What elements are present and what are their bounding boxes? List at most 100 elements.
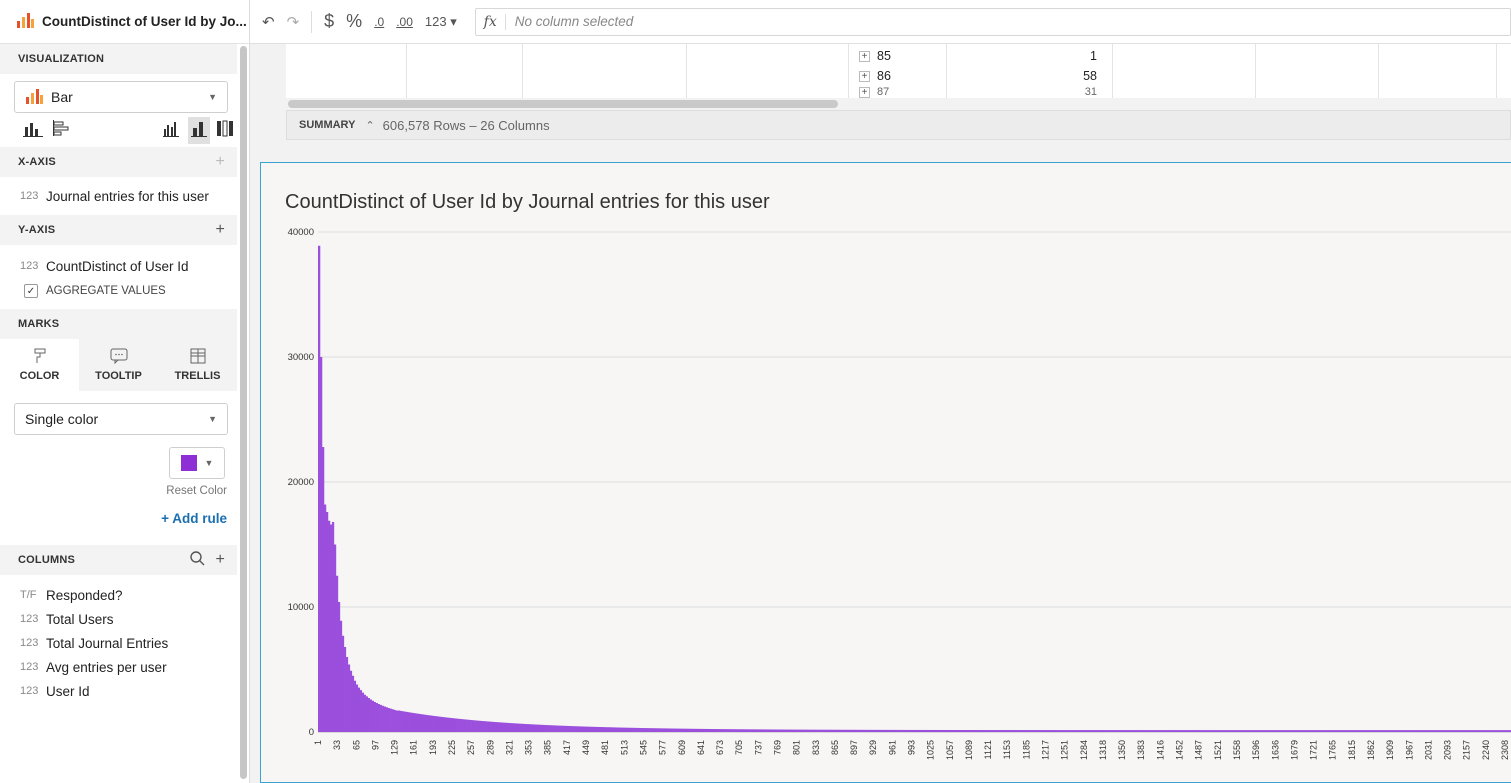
summary-bar[interactable]: SUMMARY ⌃ 606,578 Rows – 26 Columns xyxy=(286,110,1511,140)
bar xyxy=(739,729,742,732)
x-tick-label: 929 xyxy=(868,740,878,755)
bar xyxy=(1481,730,1484,732)
stacked-100-bar-icon[interactable] xyxy=(216,119,234,142)
bar xyxy=(443,717,446,732)
tab-color[interactable]: COLOR xyxy=(0,339,79,391)
bar xyxy=(1503,730,1506,732)
speech-bubble-icon xyxy=(110,348,128,365)
add-rule-link[interactable]: + Add rule xyxy=(161,511,227,526)
bar xyxy=(1216,730,1220,732)
visualization-section: VISUALIZATION xyxy=(0,44,237,74)
redo-icon[interactable]: ↷ xyxy=(286,13,300,31)
bar xyxy=(1254,730,1257,732)
reset-color-link[interactable]: Reset Color xyxy=(166,485,227,497)
formula-input[interactable]: No column selected xyxy=(514,14,634,29)
xaxis-field[interactable]: 123 Journal entries for this user xyxy=(0,177,237,215)
aggregate-values-option[interactable]: ✓ AGGREGATE VALUES xyxy=(0,283,237,299)
grouped-bar-icon[interactable] xyxy=(162,119,180,142)
x-tick-label: 65 xyxy=(351,740,361,750)
table-row[interactable]: + 87 31 xyxy=(850,86,1110,98)
chart-type-select[interactable]: Bar ▼ xyxy=(14,81,228,113)
bar xyxy=(441,716,444,732)
bar xyxy=(765,729,768,732)
bar xyxy=(1055,730,1058,732)
bar xyxy=(1135,730,1138,732)
columns-section: COLUMNS + xyxy=(0,545,237,575)
x-tick-label: 257 xyxy=(466,740,476,755)
bar xyxy=(1405,730,1408,732)
bar xyxy=(325,512,329,732)
number-format-dropdown[interactable]: 123 ▾ xyxy=(424,13,457,29)
tab-trellis[interactable]: TRELLIS xyxy=(158,339,237,391)
bar xyxy=(1139,730,1142,732)
column-item[interactable]: 123 User Id xyxy=(0,679,237,703)
bar xyxy=(1387,730,1391,732)
x-tick-label: 1121 xyxy=(983,740,993,759)
bar xyxy=(1391,730,1394,732)
bar xyxy=(1049,730,1052,732)
currency-format-button[interactable]: $ xyxy=(324,11,335,31)
decrease-decimals-button[interactable]: .0 xyxy=(374,14,385,29)
bar xyxy=(1338,730,1341,732)
bar xyxy=(936,729,939,732)
bar-chart[interactable]: 0 10000 20000 30000 40000 1 33 65 97 129 161 193 225… xyxy=(260,162,1511,783)
bar xyxy=(1433,730,1436,732)
yaxis-add-button[interactable]: + xyxy=(215,221,225,238)
column-item[interactable]: 123 Avg entries per user xyxy=(0,655,237,679)
x-tick-label: 353 xyxy=(524,740,534,755)
stacked-bar-icon[interactable] xyxy=(188,116,210,144)
column-item[interactable]: T/F Responded? xyxy=(0,583,237,607)
color-mode-select[interactable]: Single color ▼ xyxy=(14,403,228,435)
columns-label: COLUMNS xyxy=(18,554,76,566)
search-icon[interactable] xyxy=(190,551,205,569)
x-tick-label: 321 xyxy=(504,740,514,755)
vertical-bar-icon[interactable] xyxy=(22,119,44,142)
x-tick-label: 2308 xyxy=(1500,740,1510,760)
column-item[interactable]: 123 Total Journal Entries xyxy=(0,631,237,655)
bar xyxy=(914,729,917,732)
table-gridline xyxy=(1496,44,1497,98)
bar xyxy=(1455,730,1458,732)
checkbox-checked-icon[interactable]: ✓ xyxy=(24,284,38,298)
bar xyxy=(1194,730,1198,732)
increase-decimals-button[interactable]: .00 xyxy=(396,14,413,29)
bar xyxy=(938,729,941,732)
tab-tooltip[interactable]: TOOLTIP xyxy=(79,339,158,391)
bar xyxy=(1507,730,1510,732)
bar xyxy=(357,687,361,732)
bar xyxy=(620,727,623,732)
xaxis-add-button[interactable]: + xyxy=(215,153,225,170)
horizontal-bar-icon[interactable] xyxy=(52,119,70,142)
bar xyxy=(809,729,812,732)
color-picker-button[interactable]: ▼ xyxy=(169,447,225,479)
expand-icon[interactable]: + xyxy=(859,87,870,98)
bar xyxy=(807,729,810,732)
x-tick-label: 161 xyxy=(409,740,419,755)
chevron-up-icon[interactable]: ⌃ xyxy=(365,119,375,132)
bar xyxy=(339,620,343,732)
table-horizontal-scrollbar[interactable] xyxy=(288,100,838,108)
column-item[interactable]: 123 Total Users xyxy=(0,607,237,631)
bar xyxy=(715,729,718,732)
formula-bar[interactable]: fx No column selected xyxy=(474,7,1511,36)
yaxis-field[interactable]: 123 CountDistinct of User Id xyxy=(0,249,237,283)
expand-icon[interactable]: + xyxy=(859,50,870,62)
panel-scrollbar[interactable] xyxy=(240,46,247,779)
x-tick-label: 1452 xyxy=(1175,740,1185,760)
yaxis-section: Y-AXIS + xyxy=(0,215,237,245)
expand-icon[interactable]: + xyxy=(859,70,870,82)
bar xyxy=(616,727,619,732)
bar xyxy=(614,727,617,732)
percent-format-button[interactable]: % xyxy=(346,11,363,31)
panel-header: CountDistinct of User Id by Jo... xyxy=(0,0,249,44)
table-row[interactable]: + 85 1 xyxy=(850,46,1110,66)
bar xyxy=(771,729,774,732)
undo-icon[interactable]: ↶ xyxy=(262,13,275,31)
bar xyxy=(1180,730,1184,732)
panel-title: CountDistinct of User Id by Jo... xyxy=(42,14,247,29)
bar xyxy=(1011,730,1015,732)
add-column-button[interactable]: + xyxy=(215,551,225,568)
bar xyxy=(815,729,818,732)
bar xyxy=(1266,730,1269,732)
table-row[interactable]: + 86 58 xyxy=(850,66,1110,86)
